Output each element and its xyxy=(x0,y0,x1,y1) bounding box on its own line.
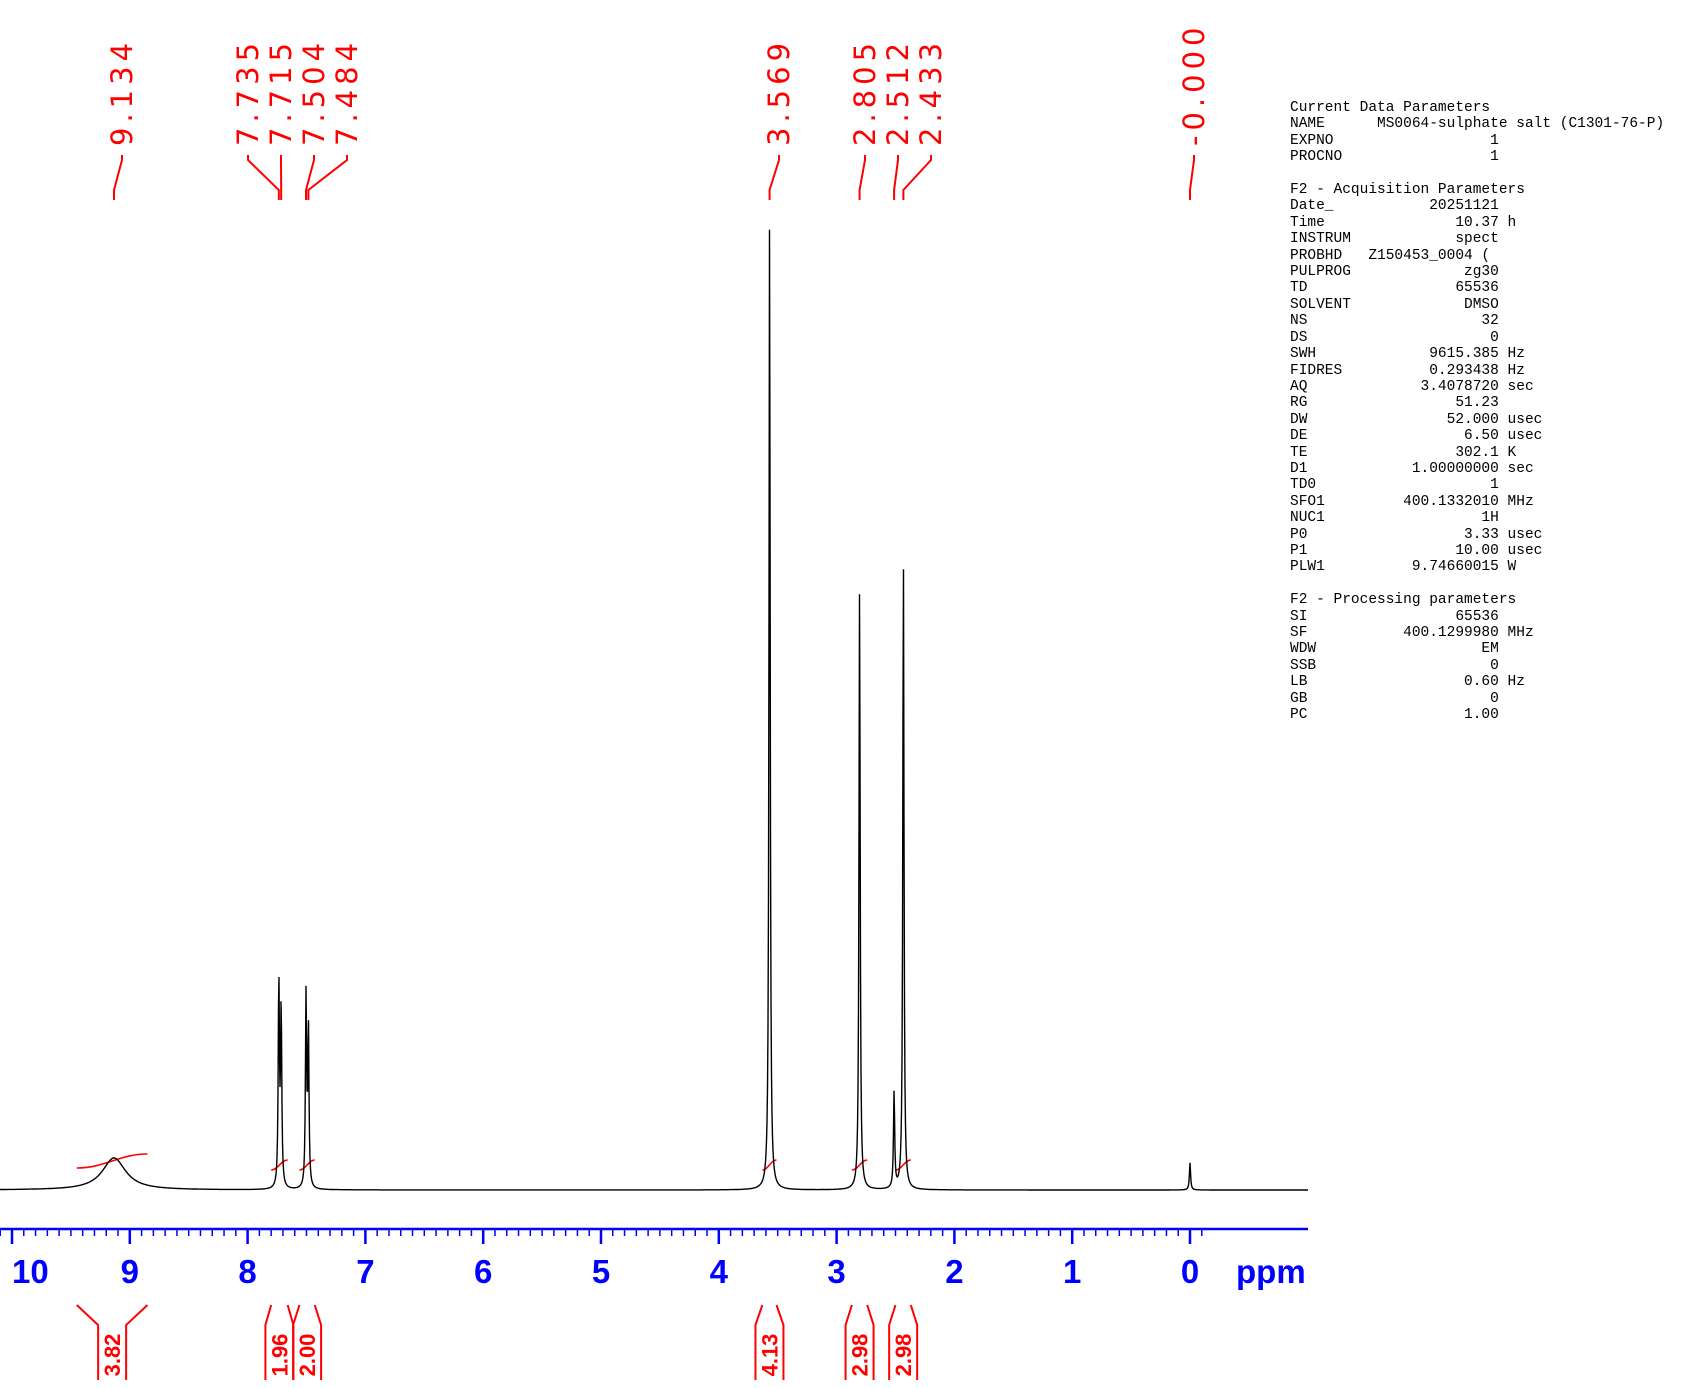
integral-curve xyxy=(895,1159,911,1171)
integral-curve xyxy=(299,1159,315,1171)
spectrum-trace xyxy=(0,229,1308,1191)
integral-bracket xyxy=(866,1304,875,1380)
tick-label: 1 xyxy=(1063,1253,1081,1290)
integral-value: 2.00 xyxy=(295,1334,320,1377)
integral-curve xyxy=(76,1153,148,1169)
peak-leader-line xyxy=(893,155,899,200)
peak-leader-line xyxy=(113,155,123,200)
tick-label: 5 xyxy=(592,1253,610,1290)
acquisition-parameters-panel: Current Data Parameters NAME MS0064-sulp… xyxy=(1290,100,1665,724)
peak-label: 3.569 xyxy=(762,38,796,146)
peak-leader-layer xyxy=(113,155,1195,200)
integral-bracket xyxy=(754,1304,764,1380)
integral-curve xyxy=(851,1159,868,1171)
integral-value: 1.96 xyxy=(267,1334,292,1377)
x-axis-tick-labels: 10 9 8 7 6 5 4 3 2 1 0 xyxy=(12,1253,1199,1290)
peak-label: 7.484 xyxy=(330,38,364,146)
integral-value: 2.98 xyxy=(891,1334,916,1377)
peak-label: 2.433 xyxy=(914,38,948,146)
peak-label: -0.000 xyxy=(1177,23,1211,147)
integral-curve xyxy=(271,1159,288,1171)
integral-bracket xyxy=(909,1304,919,1380)
peak-label: 7.715 xyxy=(264,38,298,146)
integral-bracket xyxy=(313,1304,323,1380)
integral-bracket xyxy=(292,1304,301,1380)
integral-curve-layer xyxy=(76,1153,911,1171)
tick-label: 8 xyxy=(238,1253,256,1290)
integral-value: 2.98 xyxy=(848,1334,873,1377)
tick-label: 2 xyxy=(945,1253,963,1290)
peak-leader-line xyxy=(858,155,866,200)
integral-value: 3.82 xyxy=(100,1334,125,1377)
peak-leader-line xyxy=(902,155,932,200)
peak-leader-line xyxy=(305,155,315,200)
tick-label: 0 xyxy=(1181,1253,1199,1290)
integral-bracket xyxy=(264,1304,273,1380)
peak-label: 9.134 xyxy=(105,38,139,146)
peak-leader-line xyxy=(1189,155,1195,200)
tick-label: 7 xyxy=(356,1253,374,1290)
peak-leader-line xyxy=(768,155,780,200)
integral-value: 4.13 xyxy=(757,1334,782,1377)
peak-label: 2.805 xyxy=(848,38,882,146)
tick-label: 9 xyxy=(121,1253,139,1290)
tick-label: 10 xyxy=(12,1253,49,1290)
tick-label: 3 xyxy=(827,1253,845,1290)
peak-label: 7.735 xyxy=(231,38,265,146)
peak-label-layer: 9.134 7.735 7.715 7.504 7.484 3.569 2.805 2.512… xyxy=(105,23,1211,147)
integral-bracket xyxy=(844,1304,853,1380)
x-axis-ticks xyxy=(0,1229,1203,1244)
peak-leader-line xyxy=(247,155,280,200)
peak-label: 7.504 xyxy=(297,38,331,146)
integral-bracket xyxy=(76,1304,100,1380)
peak-leader-line xyxy=(307,155,348,200)
integral-bracket-layer xyxy=(76,1304,919,1380)
integral-value-labels: 3.82 1.96 2.00 4.13 2.98 2.98 xyxy=(100,1334,916,1377)
integral-bracket xyxy=(125,1304,149,1380)
x-axis-unit-label: ppm xyxy=(1236,1253,1306,1290)
tick-label: 6 xyxy=(474,1253,492,1290)
tick-label: 4 xyxy=(710,1253,729,1290)
integral-bracket xyxy=(888,1304,897,1380)
integral-curve xyxy=(762,1159,777,1171)
peak-label: 2.512 xyxy=(881,38,915,146)
integral-bracket xyxy=(775,1304,785,1380)
